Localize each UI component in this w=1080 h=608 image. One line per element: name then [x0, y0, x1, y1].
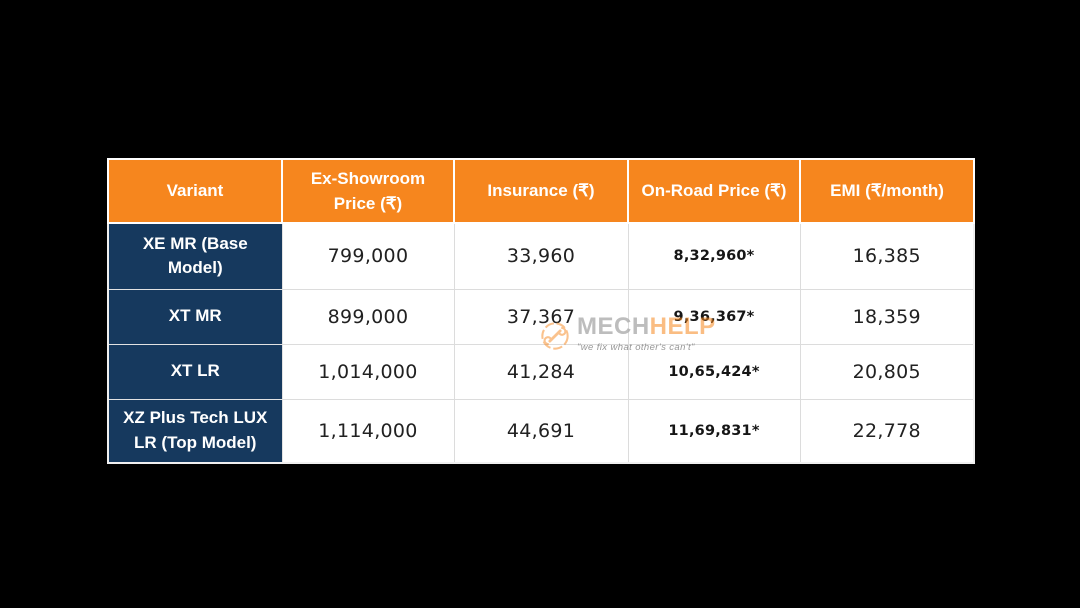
on-road-cell: 9,36,367*	[627, 288, 801, 345]
header-row: Variant Ex-Showroom Price (₹) Insurance …	[107, 158, 975, 224]
price-table: Variant Ex-Showroom Price (₹) Insurance …	[107, 158, 975, 464]
ex-showroom-cell: 1,014,000	[281, 343, 455, 400]
insurance-cell: 41,284	[453, 343, 629, 400]
ex-showroom-cell: 899,000	[281, 288, 455, 345]
insurance-cell: 44,691	[453, 398, 629, 464]
variant-cell: XZ Plus Tech LUX LR (Top Model)	[107, 398, 283, 464]
ex-showroom-cell: 1,114,000	[281, 398, 455, 464]
col-header-variant: Variant	[107, 158, 283, 224]
on-road-cell: 10,65,424*	[627, 343, 801, 400]
col-header-on-road: On-Road Price (₹)	[627, 158, 801, 224]
table-row: XE MR (Base Model) 799,000 33,960 8,32,9…	[107, 222, 975, 290]
variant-cell: XT LR	[107, 343, 283, 400]
table-row: XT LR 1,014,000 41,284 10,65,424* 20,805	[107, 343, 975, 400]
table-row: XZ Plus Tech LUX LR (Top Model) 1,114,00…	[107, 398, 975, 464]
ex-showroom-cell: 799,000	[281, 222, 455, 290]
col-header-emi: EMI (₹/month)	[799, 158, 975, 224]
emi-cell: 16,385	[799, 222, 975, 290]
insurance-cell: 33,960	[453, 222, 629, 290]
insurance-cell: 37,367	[453, 288, 629, 345]
col-header-insurance: Insurance (₹)	[453, 158, 629, 224]
variant-cell: XT MR	[107, 288, 283, 345]
emi-cell: 22,778	[799, 398, 975, 464]
on-road-cell: 11,69,831*	[627, 398, 801, 464]
col-header-ex-showroom: Ex-Showroom Price (₹)	[281, 158, 455, 224]
emi-cell: 18,359	[799, 288, 975, 345]
emi-cell: 20,805	[799, 343, 975, 400]
on-road-cell: 8,32,960*	[627, 222, 801, 290]
variant-cell: XE MR (Base Model)	[107, 222, 283, 290]
table-row: XT MR 899,000 37,367 9,36,367* 18,359	[107, 288, 975, 345]
